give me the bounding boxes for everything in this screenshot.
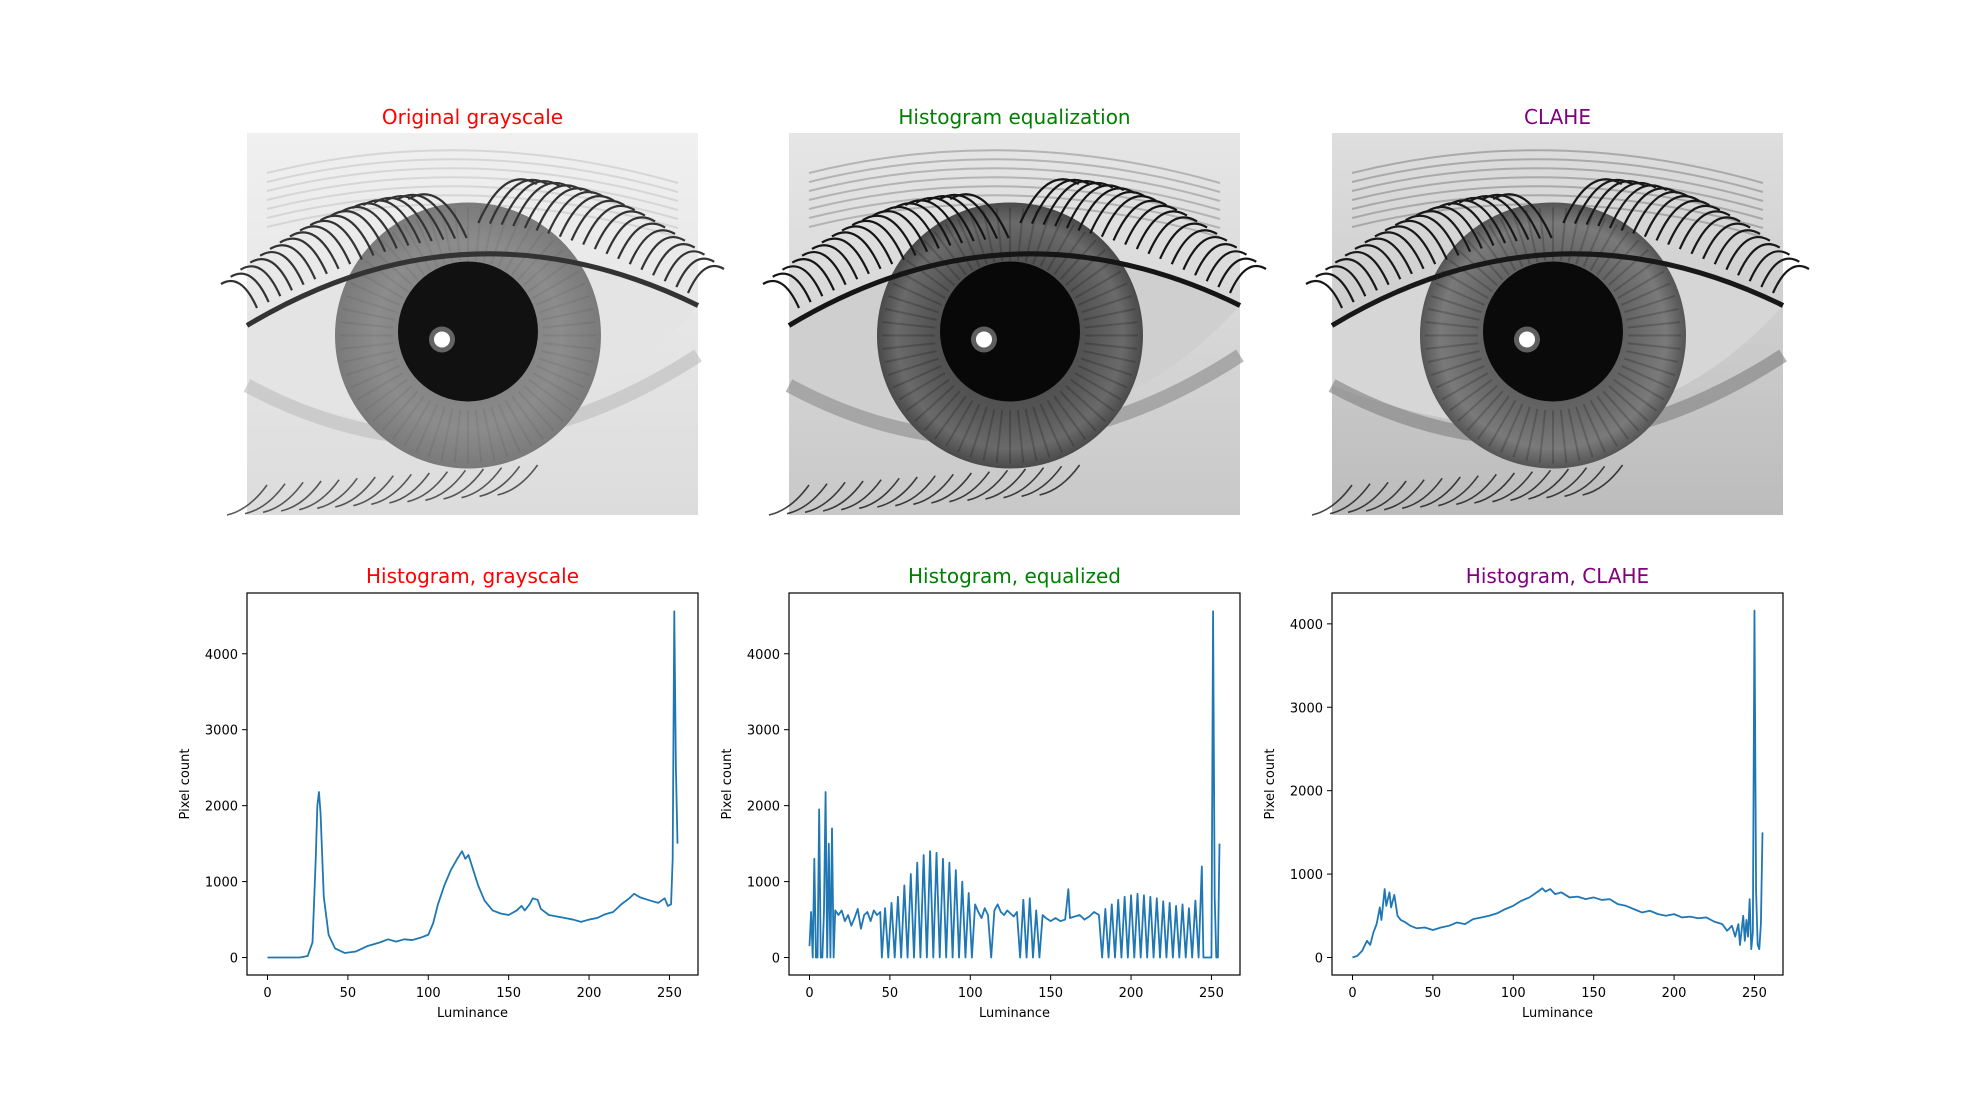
image-title: Histogram equalization xyxy=(898,105,1130,129)
y-axis-label: Pixel count xyxy=(1263,749,1278,820)
x-tick-label: 250 xyxy=(1199,986,1224,1001)
axes-frame xyxy=(788,592,1241,976)
x-axis-label: Luminance xyxy=(979,1006,1050,1021)
x-tick-label: 50 xyxy=(882,986,899,1001)
y-tick-label: 3000 xyxy=(205,724,238,739)
histogram-title: Histogram, equalized xyxy=(908,564,1121,588)
image-title: Original grayscale xyxy=(382,105,563,129)
x-tick-label: 200 xyxy=(577,986,602,1001)
image-title: CLAHE xyxy=(1524,105,1591,129)
x-tick-label: 250 xyxy=(657,986,682,1001)
y-tick-label: 0 xyxy=(230,952,238,967)
histogram-line xyxy=(808,610,1221,959)
y-tick-label: 3000 xyxy=(1290,701,1323,716)
x-tick-label: 150 xyxy=(496,986,521,1001)
y-tick-label: 1000 xyxy=(747,876,780,891)
y-tick-label: 2000 xyxy=(1290,785,1323,800)
y-tick-label: 2000 xyxy=(205,800,238,815)
x-tick-label: 0 xyxy=(805,986,813,1001)
x-tick-label: 150 xyxy=(1581,986,1606,1001)
x-tick-label: 0 xyxy=(1348,986,1356,1001)
eye-image-clahe xyxy=(1305,133,1810,516)
y-tick-label: 2000 xyxy=(747,800,780,815)
x-tick-label: 50 xyxy=(1425,986,1442,1001)
axes-frame xyxy=(246,592,699,976)
histogram-chart-3: 0 50 100 150 200 250 0 1000 2000 3000 4000 Luminanc… xyxy=(1263,564,1784,1021)
y-tick-label: 4000 xyxy=(747,648,780,663)
y-tick-label: 0 xyxy=(1315,951,1323,966)
x-tick-label: 150 xyxy=(1038,986,1063,1001)
y-tick-label: 4000 xyxy=(205,648,238,663)
y-tick-label: 1000 xyxy=(1290,868,1323,883)
axes-frame xyxy=(1331,592,1784,976)
x-tick-label: 100 xyxy=(416,986,441,1001)
x-tick-label: 100 xyxy=(1501,986,1526,1001)
y-tick-label: 4000 xyxy=(1290,618,1323,633)
y-axis-label: Pixel count xyxy=(178,749,193,820)
x-tick-label: 200 xyxy=(1662,986,1687,1001)
histogram-title: Histogram, CLAHE xyxy=(1466,564,1649,588)
y-tick-label: 0 xyxy=(772,952,780,967)
y-tick-label: 1000 xyxy=(205,876,238,891)
histogram-chart-2: 0 50 100 150 200 250 0 1000 2000 3000 4000 Luminanc… xyxy=(720,564,1241,1021)
x-tick-label: 100 xyxy=(958,986,983,1001)
x-tick-label: 0 xyxy=(263,986,271,1001)
histogram-line xyxy=(267,610,679,959)
x-tick-label: 200 xyxy=(1119,986,1144,1001)
x-axis-label: Luminance xyxy=(1522,1006,1593,1021)
histogram-line xyxy=(1352,609,1764,959)
y-tick-label: 3000 xyxy=(747,724,780,739)
x-tick-label: 250 xyxy=(1742,986,1767,1001)
eye-image-equalized xyxy=(762,133,1267,516)
histogram-chart-1: 0 50 100 150 200 250 0 1000 2000 3000 4000 Luminanc… xyxy=(178,564,699,1021)
x-axis-label: Luminance xyxy=(437,1006,508,1021)
y-axis-label: Pixel count xyxy=(720,749,735,820)
eye-image-original xyxy=(220,133,725,516)
histogram-title: Histogram, grayscale xyxy=(366,564,579,588)
x-tick-label: 50 xyxy=(340,986,357,1001)
